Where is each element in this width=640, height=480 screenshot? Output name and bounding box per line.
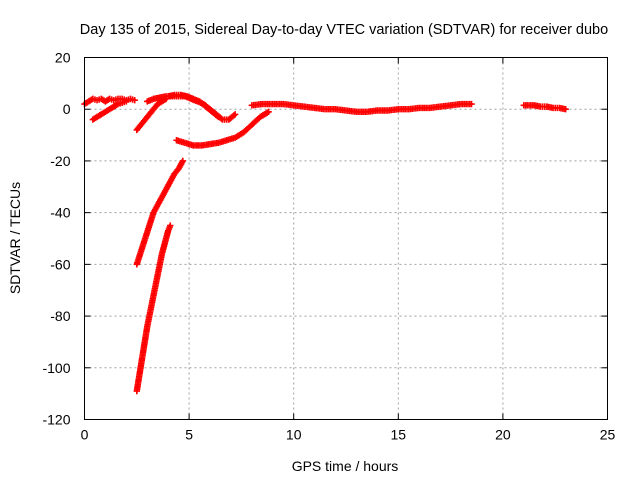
data-point: [213, 112, 221, 120]
plot-frame: [84, 57, 608, 420]
x-tick-label: 10: [286, 427, 302, 443]
x-tick-label: 0: [81, 427, 89, 443]
x-tick-label: 25: [600, 427, 616, 443]
series-upper-band-4-6h: [164, 91, 222, 121]
y-tick-label: -60: [50, 256, 70, 272]
series-main-band: [248, 100, 475, 115]
series-lower-arc: [173, 108, 272, 149]
data-point: [167, 222, 174, 229]
x-axis-label: GPS time / hours: [292, 458, 399, 474]
series-early-cluster: [81, 95, 138, 108]
series-arc-2.5h: [133, 95, 170, 134]
y-tick-label: 20: [55, 50, 71, 66]
data-point: [562, 106, 569, 113]
x-tick-label: 20: [495, 427, 511, 443]
y-tick-label: -40: [50, 205, 70, 221]
data-point: [179, 157, 187, 165]
data-point: [468, 100, 475, 108]
data-layer: [81, 91, 569, 395]
x-tick-label: 15: [391, 427, 407, 443]
y-tick-label: -20: [50, 153, 70, 169]
series-early-dip: [89, 98, 130, 123]
data-point: [265, 108, 272, 115]
chart-title: Day 135 of 2015, Sidereal Day-to-day VTE…: [80, 22, 608, 38]
series-steep-drop-2: [133, 222, 174, 395]
data-point: [123, 98, 130, 105]
y-axis-label: SDTVAR / TECUs: [7, 182, 23, 294]
y-tick-label: -100: [42, 360, 70, 376]
y-tick-label: -80: [50, 308, 70, 324]
data-point: [230, 112, 238, 119]
series-steep-drop-1: [133, 157, 187, 268]
y-tick-label: -120: [42, 412, 70, 428]
series-late-points: [520, 102, 569, 113]
data-point: [131, 96, 138, 104]
data-point: [231, 111, 239, 118]
data-point: [215, 113, 222, 121]
y-tick-label: 0: [63, 101, 71, 117]
tick-layer: 0 5 10 15 20 25 20 0 -20 -40 -60 -80 -100 -120: [42, 50, 615, 443]
x-tick-label: 5: [185, 427, 193, 443]
